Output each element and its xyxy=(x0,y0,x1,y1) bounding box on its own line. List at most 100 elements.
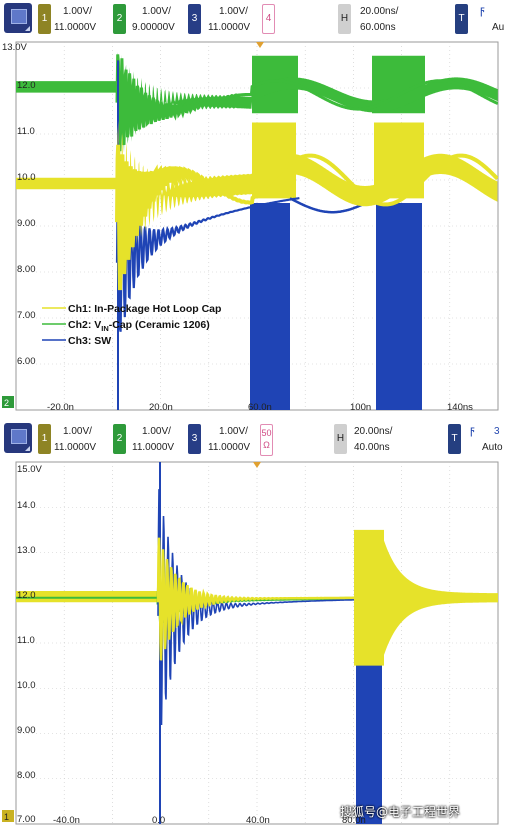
corner-triangle-icon xyxy=(25,26,30,31)
x-tick-label: -40.0n xyxy=(53,815,80,826)
y-tick-label: 14.0 xyxy=(17,500,36,511)
trigger-position-marker xyxy=(256,42,264,48)
y-tick-label: 15.0V xyxy=(17,464,42,475)
horizontal-badge[interactable]: H xyxy=(334,424,347,454)
ground-reference-marker: 1 xyxy=(2,810,14,822)
waveform-traces xyxy=(16,52,498,410)
y-tick-label: 12.0 xyxy=(17,80,36,91)
y-tick-label: 10.0 xyxy=(17,680,36,691)
trigger-mode: Auto xyxy=(482,442,503,453)
ch1-scale: 1.00V/ xyxy=(63,6,92,17)
trigger-marker-icon xyxy=(253,462,261,468)
menu-square-icon xyxy=(11,9,27,24)
waveform-display-1: 13.0V 12.0 11.0 10.0 9.00 8.00 7.00 6.00… xyxy=(0,40,508,412)
horizontal-scale: 20.00ns/ xyxy=(354,426,393,437)
y-axis-tick-labels: 15.0V 14.0 13.0 12.0 11.0 10.0 9.00 8.00… xyxy=(17,464,42,825)
trigger-source: 3 xyxy=(494,426,500,437)
ch3-scale: 1.00V/ xyxy=(219,6,248,17)
ch1-hotloop-trace xyxy=(156,537,356,661)
y-axis-tick-labels: 13.0V 12.0 11.0 10.0 9.00 8.00 7.00 6.00 xyxy=(2,42,36,367)
x-tick-label: 20.0n xyxy=(149,402,173,412)
ground-marker-icon xyxy=(2,396,14,408)
horizontal-scale: 20.00ns/ xyxy=(360,6,399,17)
y-tick-label: 13.0V xyxy=(2,42,27,53)
ch1-hotloop-trace xyxy=(382,534,498,662)
trigger-edge-icon: ϝ xyxy=(480,3,485,17)
x-tick-label: 40.0n xyxy=(246,815,270,826)
ch2-scale: 1.00V/ xyxy=(142,6,171,17)
ch2-scale: 1.00V/ xyxy=(142,426,171,437)
x-tick-label: 80.0n xyxy=(342,815,366,826)
horizontal-badge[interactable]: H xyxy=(338,4,351,34)
watermark: 搜狐号@电子工程世界 xyxy=(340,805,461,819)
scope-toolbar: 1 1.00V/ 11.0000V 2 1.00V/ 9.00000V 3 1.… xyxy=(0,0,508,40)
ch1-offset: 11.0000V xyxy=(54,22,97,33)
math-badge[interactable]: 4 xyxy=(262,4,275,34)
ch1-hotloop-trace xyxy=(115,144,498,291)
trigger-position-marker xyxy=(253,462,261,468)
y-tick-label: 11.0 xyxy=(17,635,35,646)
ch3-offset: 11.0000V xyxy=(208,442,251,453)
y-tick-label: 8.00 xyxy=(17,770,36,781)
x-tick-label: 60.0n xyxy=(248,402,272,412)
ground-marker-label: 1 xyxy=(4,812,9,822)
y-tick-label: 6.00 xyxy=(17,356,36,367)
ground-reference-marker: 2 xyxy=(2,396,14,408)
x-tick-label: 0.0 xyxy=(152,815,165,826)
y-tick-label: 13.0 xyxy=(17,545,36,556)
y-tick-label: 7.00 xyxy=(17,814,36,825)
ch2-vin-trace xyxy=(16,81,117,93)
ch3-sw-pulse xyxy=(376,203,422,410)
legend-label-ch1: Ch1: In-Package Hot Loop Cap xyxy=(68,303,221,315)
x-axis-tick-labels: -20.0n 20.0n 60.0n 100n 140ns xyxy=(47,402,473,412)
x-tick-label: 140ns xyxy=(447,402,473,412)
horizontal-position: 60.00ns xyxy=(360,22,396,33)
waveform-traces xyxy=(16,462,498,824)
y-tick-label: 12.0 xyxy=(17,590,36,601)
ch3-sw-pulse xyxy=(356,615,382,824)
scope-capture-2: 1 1.00V/ 11.0000V 2 1.00V/ 11.0000V 3 1.… xyxy=(0,414,508,828)
ch1-scale: 1.00V/ xyxy=(63,426,92,437)
ch1-hotloop-burst xyxy=(354,529,384,666)
ch3-scale: 1.00V/ xyxy=(219,426,248,437)
legend-label-ch3: Ch3: SW xyxy=(68,335,111,347)
trigger-badge[interactable]: T xyxy=(448,424,461,454)
y-tick-label: 9.00 xyxy=(17,218,36,229)
y-tick-label: 7.00 xyxy=(17,310,36,321)
trigger-badge[interactable]: T xyxy=(455,4,468,34)
ch3-badge[interactable]: 3 xyxy=(188,4,201,34)
trigger-mode: Au xyxy=(492,22,505,33)
x-tick-label: 100n xyxy=(350,402,371,412)
scope-menu-button[interactable] xyxy=(4,3,32,33)
x-tick-label: -20.0n xyxy=(47,402,74,412)
ch1-hotloop-trace xyxy=(16,177,117,190)
ch2-offset: 9.00000V xyxy=(132,22,175,33)
y-tick-label: 8.00 xyxy=(17,264,36,275)
scope-toolbar: 1 1.00V/ 11.0000V 2 1.00V/ 11.0000V 3 1.… xyxy=(0,420,508,460)
legend: Ch1: In-Package Hot Loop Cap Ch2: VIN-Ca… xyxy=(42,303,221,347)
ch1-badge[interactable]: 1 xyxy=(38,424,51,454)
scope-capture-1: 1 1.00V/ 11.0000V 2 1.00V/ 9.00000V 3 1.… xyxy=(0,0,508,412)
legend-label-ch2: Ch2: VIN-Cap (Ceramic 1206) xyxy=(68,319,210,333)
ground-marker-icon xyxy=(2,810,14,822)
termination-badge[interactable]: 50 Ω xyxy=(260,424,273,456)
corner-triangle-icon xyxy=(25,446,30,451)
scope-menu-button[interactable] xyxy=(4,423,32,453)
ch2-vin-trace xyxy=(115,54,498,152)
ch3-badge[interactable]: 3 xyxy=(188,424,201,454)
ch3-sw-trace xyxy=(115,176,300,332)
ch2-badge[interactable]: 2 xyxy=(113,4,126,34)
y-tick-label: 10.0 xyxy=(17,172,36,183)
horizontal-position: 40.00ns xyxy=(354,442,390,453)
ch1-badge[interactable]: 1 xyxy=(38,4,51,34)
ch3-sw-trace xyxy=(157,489,360,726)
ch2-offset: 11.0000V xyxy=(132,442,175,453)
trigger-marker-icon xyxy=(256,42,264,48)
trigger-edge-icon: ϝ xyxy=(470,423,475,437)
ch3-offset: 11.0000V xyxy=(208,22,251,33)
y-tick-label: 11.0 xyxy=(17,126,35,137)
x-axis-tick-labels: -40.0n 0.0 40.0n 80.0n xyxy=(53,815,366,826)
ch1-hotloop-trace xyxy=(16,591,158,603)
ch3-sw-pulse xyxy=(250,203,290,410)
ch2-badge[interactable]: 2 xyxy=(113,424,126,454)
